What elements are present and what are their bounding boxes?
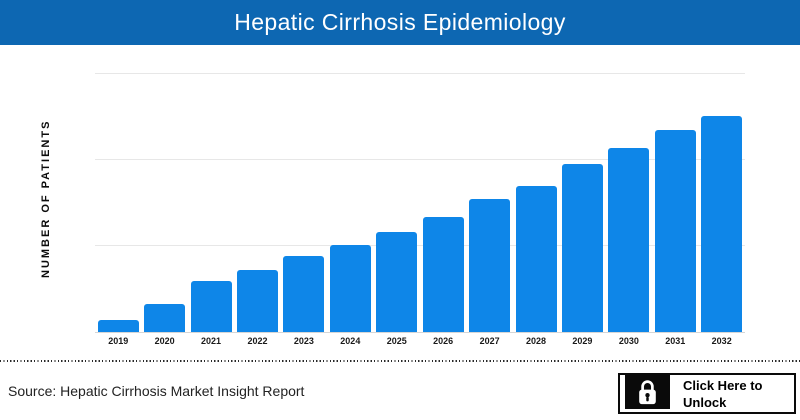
bar-2030 — [608, 147, 650, 332]
x-axis-tick-label: 2029 — [572, 336, 593, 346]
bar-slot — [606, 147, 652, 332]
gridline — [95, 244, 745, 246]
bar-2024 — [329, 245, 371, 332]
x-axis-tick-label: 2026 — [433, 336, 454, 346]
bar-2020 — [144, 304, 186, 332]
lock-icon — [625, 375, 670, 409]
unlock-button-label: Click Here to Unlock — [683, 378, 763, 410]
bar-2029 — [561, 164, 603, 332]
bar-2032 — [701, 115, 743, 332]
x-axis-tick-label: 2021 — [201, 336, 222, 346]
x-axis-tick-label: 2020 — [154, 336, 175, 346]
x-axis-tick-label: 2027 — [479, 336, 500, 346]
x-axis-tick-label: 2019 — [108, 336, 129, 346]
bar-2026 — [422, 216, 464, 332]
unlock-button[interactable]: Click Here to Unlock — [618, 373, 796, 414]
bar-slot — [559, 164, 605, 332]
bar-slot — [513, 185, 559, 332]
x-axis-tick-label: 2032 — [711, 336, 732, 346]
gridline — [95, 158, 745, 160]
bar-2027 — [469, 198, 511, 332]
bar-2025 — [376, 232, 418, 332]
bar-slot — [420, 216, 466, 332]
dotted-divider — [0, 360, 800, 362]
x-axis-tick-label: 2023 — [293, 336, 314, 346]
bar-2021 — [190, 281, 232, 332]
x-axis-tick-label: 2025 — [386, 336, 407, 346]
plot-area — [95, 65, 745, 332]
bar-slot — [188, 281, 234, 332]
x-axis-tick-label: 2030 — [618, 336, 639, 346]
bar-2031 — [654, 129, 696, 332]
bar-slot — [141, 304, 187, 332]
chart-title: Hepatic Cirrhosis Epidemiology — [234, 9, 566, 35]
chart-header: Hepatic Cirrhosis Epidemiology — [0, 0, 800, 45]
y-axis-label: NUMBER OF PATIENTS — [40, 119, 52, 278]
x-axis-labels: 2019 2020 2021 2022 2023 2024 2025 2026 2027 2028… — [95, 336, 745, 346]
x-axis-tick-label: 2024 — [340, 336, 361, 346]
x-axis-tick-label: 2028 — [525, 336, 547, 346]
source-text: Source: Hepatic Cirrhosis Market Insight… — [8, 383, 305, 399]
bar-slot — [698, 115, 744, 332]
bar-2023 — [283, 256, 325, 332]
bar-2028 — [515, 185, 557, 332]
bar-slot — [281, 256, 327, 332]
bar-slot — [234, 270, 280, 332]
gridline — [95, 72, 745, 74]
bar-slot — [652, 129, 698, 332]
bar-slot — [466, 198, 512, 332]
x-axis-tick-label: 2031 — [665, 336, 686, 346]
bar-slot — [327, 245, 373, 332]
bar-slot — [95, 319, 141, 332]
bar-slot — [374, 232, 420, 332]
bar-2022 — [236, 270, 278, 332]
x-axis-line — [95, 332, 745, 333]
bar-2019 — [97, 319, 139, 332]
x-axis-tick-label: 2022 — [247, 336, 268, 346]
